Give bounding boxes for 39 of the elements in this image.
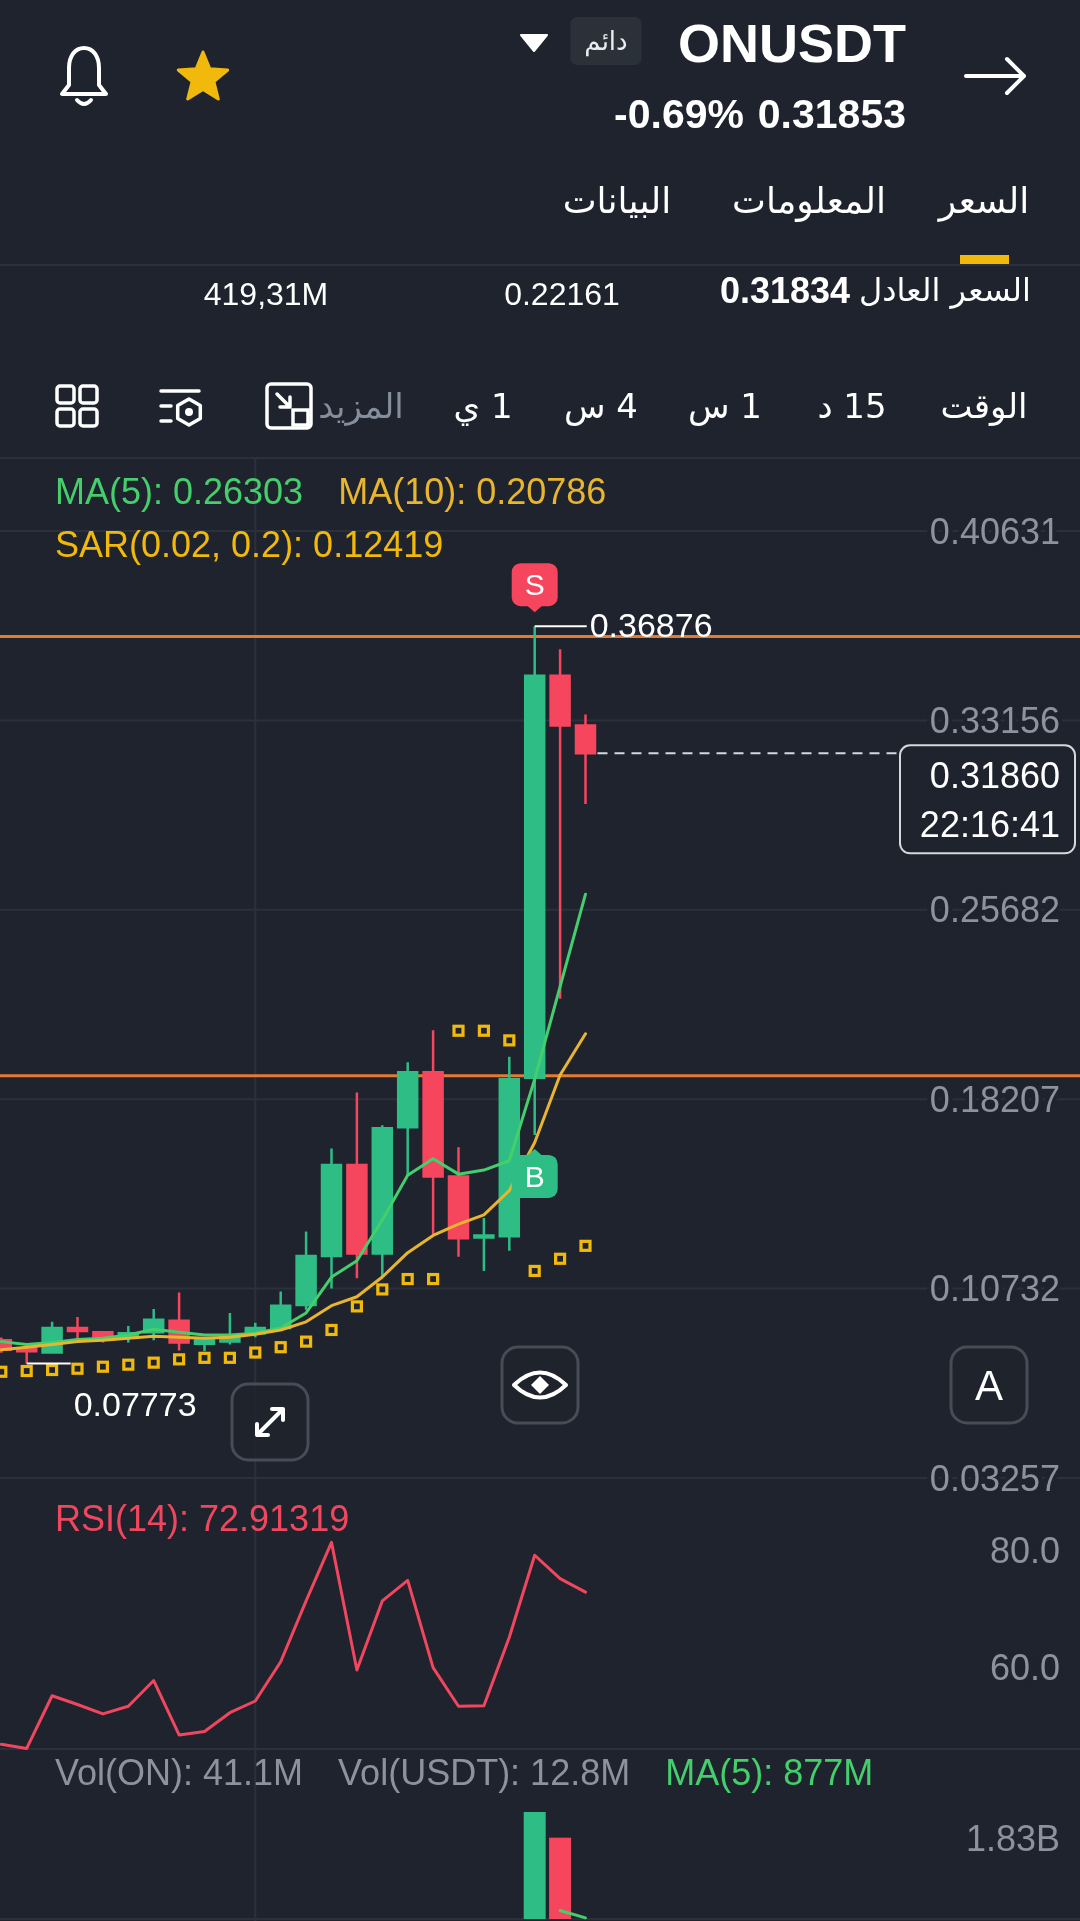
text: السعر	[936, 179, 1030, 222]
text: Vol(USDT): 12.8M	[338, 1751, 631, 1793]
text: -0.69%	[614, 91, 744, 137]
text: Vol(ON): 41.1M	[55, 1751, 304, 1793]
text: 419,31M	[203, 276, 329, 312]
text: 1 ي	[453, 386, 513, 426]
text: A	[974, 1361, 1004, 1409]
text: 4 س	[564, 386, 638, 426]
text: 1 س	[688, 386, 762, 426]
text: 15 د	[817, 386, 887, 426]
annotation: 0.07773	[73, 1384, 197, 1423]
text: MA(5): 877M	[665, 1751, 874, 1793]
text: 0.22161	[504, 276, 620, 312]
y-tick-label: 0.03257	[929, 1457, 1060, 1499]
y-tick-label: 60.0	[989, 1647, 1060, 1689]
y-tick-label: 0.33156	[929, 699, 1060, 741]
text: دائم	[584, 26, 628, 57]
annotation: 0.36876	[589, 606, 713, 645]
text: البيانات	[562, 179, 672, 221]
y-tick-label: 0.25682	[929, 889, 1060, 931]
text: ONUSDT	[678, 13, 907, 73]
text: المزيد	[318, 386, 404, 427]
text: MA(10): 0.20786	[338, 470, 607, 512]
text: الوقت	[940, 386, 1028, 427]
text: SAR(0.02, 0.2): 0.12419	[55, 523, 444, 565]
text: 1.83B	[965, 1817, 1060, 1859]
text: MA(5): 0.26303	[55, 470, 304, 512]
text: 0.31834	[719, 269, 851, 311]
annotation: S	[524, 568, 545, 602]
y-tick-label: 0.40631	[929, 510, 1060, 552]
y-tick-label: 80.0	[989, 1530, 1060, 1572]
text: المعلومات	[732, 179, 886, 222]
text: 0.31853	[757, 91, 906, 137]
y-tick-label: 0.10732	[929, 1268, 1060, 1310]
annotation: B	[524, 1159, 545, 1193]
ref-line-label: 0.31860 22:16:41	[919, 754, 1060, 845]
text: السعر العادل	[859, 271, 1031, 309]
y-tick-label: 0.18207	[929, 1078, 1060, 1120]
series-label: RSI(14): 72.91319	[55, 1497, 350, 1539]
